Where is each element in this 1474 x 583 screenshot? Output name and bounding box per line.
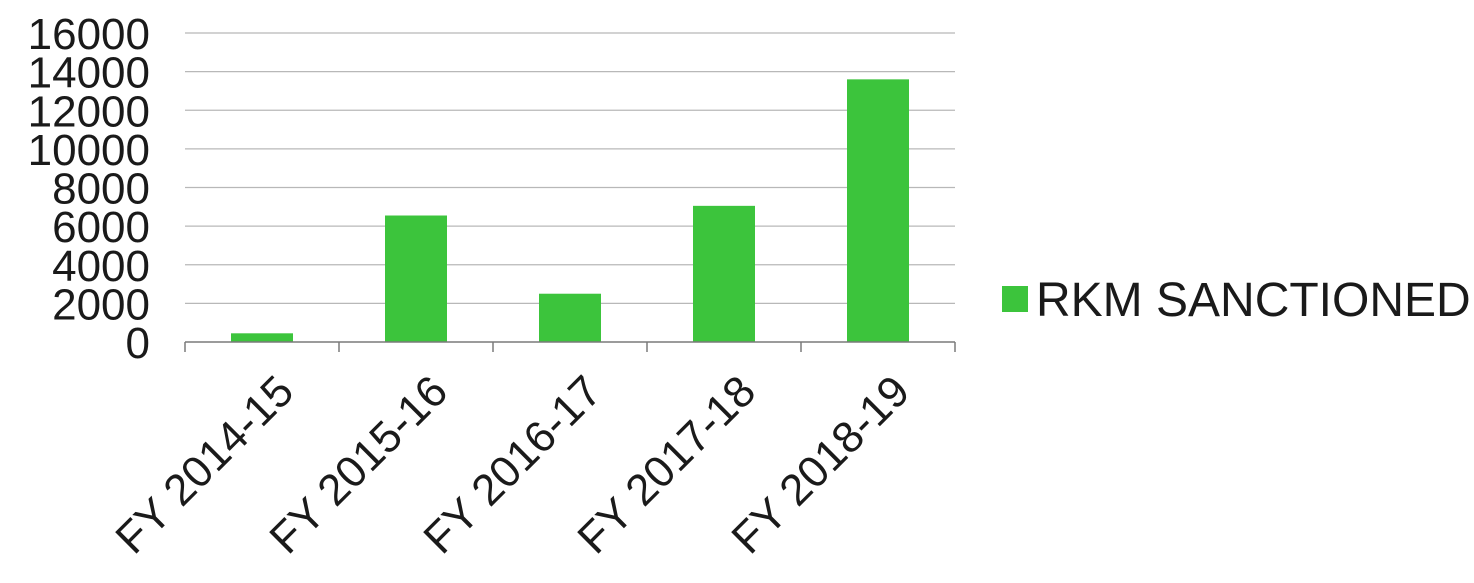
bar (539, 293, 601, 342)
bar (847, 79, 909, 342)
y-tick-label: 12000 (28, 87, 150, 136)
y-tick-label: 4000 (52, 242, 150, 291)
bars (231, 79, 909, 342)
bar (385, 215, 447, 342)
y-tick-label: 0 (126, 319, 150, 368)
legend-label: RKM SANCTIONED (1036, 274, 1471, 327)
y-tick-label: 2000 (52, 280, 150, 329)
bar (231, 333, 293, 342)
y-tick-label: 10000 (28, 126, 150, 175)
y-tick-label: 8000 (52, 165, 150, 214)
gridlines (185, 32, 955, 304)
legend: RKM SANCTIONED (1002, 274, 1471, 327)
y-tick-label: 14000 (28, 49, 150, 98)
legend-swatch (1002, 286, 1028, 312)
y-tick-label: 6000 (52, 203, 150, 252)
bar (693, 205, 755, 342)
x-axis (184, 341, 956, 352)
y-tick-label: 16000 (28, 10, 150, 59)
